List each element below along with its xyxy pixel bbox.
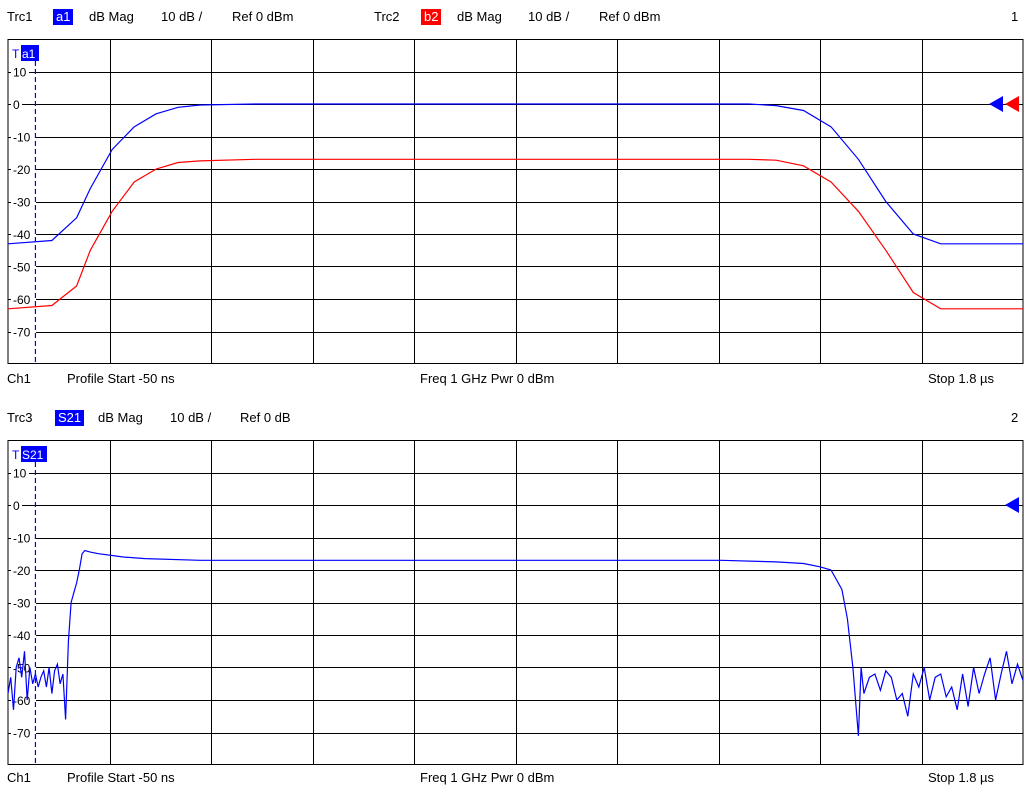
diagram2-ref-arrow-trc3[interactable] bbox=[1005, 497, 1019, 513]
diagram1-series-trc1 bbox=[7, 103, 1023, 245]
trace1-name[interactable]: Trc1 bbox=[7, 9, 33, 24]
diagram2-ytick-bg bbox=[11, 498, 22, 511]
diagram1-ytick-bg bbox=[11, 162, 36, 175]
diagram1-ytick-label: -50 bbox=[13, 261, 31, 275]
diagram2-ytick-label: -10 bbox=[13, 532, 31, 546]
diagram1-ytick-label: -40 bbox=[13, 228, 31, 242]
diagram1-ytick-label: 0 bbox=[13, 98, 20, 112]
diagram2-ytick-bg bbox=[11, 693, 36, 706]
diagram2-start[interactable]: Profile Start -50 ns bbox=[67, 770, 175, 785]
trace2-scale[interactable]: 10 dB / bbox=[528, 9, 570, 24]
trace3-tag[interactable]: S21 bbox=[55, 410, 85, 426]
trace3-scale[interactable]: 10 dB / bbox=[170, 410, 212, 425]
diagram1-ytick-bg bbox=[11, 227, 36, 240]
diagram2-ytick-bg bbox=[11, 725, 36, 739]
diagram2-ytick-bg bbox=[11, 563, 36, 576]
diagram2-number: 2 bbox=[1011, 410, 1019, 425]
diagram1-ytick-bg bbox=[11, 129, 36, 143]
diagram1-ytick-bg bbox=[11, 97, 22, 110]
trace3-ref[interactable]: Ref 0 dB bbox=[240, 410, 291, 425]
diagram2-ytick-label: -20 bbox=[13, 564, 31, 578]
trace1-scale[interactable]: 10 dB / bbox=[161, 9, 203, 24]
diagram2-ytick-bg bbox=[11, 530, 36, 544]
trace2-tag[interactable]: b2 bbox=[421, 9, 442, 25]
trace2-ref[interactable]: Ref 0 dBm bbox=[599, 9, 661, 24]
diagram2-series-trc3 bbox=[7, 549, 1024, 736]
diagram1-ref-arrow-trc2[interactable] bbox=[1005, 96, 1019, 112]
diagram1-ytick-bg bbox=[11, 259, 36, 273]
trace2-name[interactable]: Trc2 bbox=[374, 9, 400, 24]
diagram1-header: Trc1 a1 dB Mag 10 dB / Ref 0 dBm Trc2 b2… bbox=[0, 7, 1024, 27]
trace2-format[interactable]: dB Mag bbox=[457, 9, 502, 24]
diagram2-frame bbox=[7, 440, 1024, 765]
diagram2-footer: Ch1 Profile Start -50 ns Freq 1 GHz Pwr … bbox=[0, 768, 1024, 788]
diagram2-ytick-label: -60 bbox=[13, 694, 31, 708]
diagram1-ytick-label: -60 bbox=[13, 293, 31, 307]
diagram1-marker-tag: a1 bbox=[22, 47, 36, 61]
diagram1-center[interactable]: Freq 1 GHz Pwr 0 dBm bbox=[420, 371, 555, 386]
trace1-tag[interactable]: a1 bbox=[53, 9, 74, 25]
diagram2-marker-tag-bg[interactable] bbox=[21, 446, 47, 462]
diagram1-ytick-label: -70 bbox=[13, 326, 31, 340]
diagram2-ytick-label: -30 bbox=[13, 597, 31, 611]
diagram2-center[interactable]: Freq 1 GHz Pwr 0 dBm bbox=[420, 770, 555, 785]
trace1-ref[interactable]: Ref 0 dBm bbox=[232, 9, 294, 24]
diagram2-ytick-bg bbox=[11, 628, 36, 641]
diagram1-series-trc2 bbox=[7, 158, 1023, 310]
diagram2-stop[interactable]: Stop 1.8 µs bbox=[928, 770, 995, 785]
diagram2-ytick-bg bbox=[11, 465, 29, 479]
trace1-format[interactable]: dB Mag bbox=[89, 9, 134, 24]
trace3-name[interactable]: Trc3 bbox=[7, 410, 33, 425]
diagram2-ytick-bg bbox=[11, 595, 36, 609]
diagram1-number: 1 bbox=[1011, 9, 1019, 24]
diagram1-ytick-bg bbox=[11, 324, 36, 338]
trace3-format[interactable]: dB Mag bbox=[98, 410, 143, 425]
diagram1-channel[interactable]: Ch1 bbox=[7, 371, 31, 386]
diagram1-stop[interactable]: Stop 1.8 µs bbox=[928, 371, 995, 386]
diagram1-ref-arrow-trc1[interactable] bbox=[989, 96, 1003, 112]
diagram1-start[interactable]: Profile Start -50 ns bbox=[67, 371, 175, 386]
diagram1-ytick-bg bbox=[11, 194, 36, 208]
diagram1-plot-area[interactable]: 10 0 -10 -20 -30 -40 -50 -60 -70 T a1 bbox=[0, 39, 1024, 364]
diagram2-header: Trc3 S21 dB Mag 10 dB / Ref 0 dB 2 bbox=[0, 408, 1024, 428]
diagram1-ytick-label: -20 bbox=[13, 163, 31, 177]
diagram1-ytick-label: 10 bbox=[13, 66, 27, 80]
diagram1-marker-t: T bbox=[12, 47, 20, 61]
diagram1-ytick-bg bbox=[11, 64, 29, 78]
diagram2-ytick-label: 0 bbox=[13, 499, 20, 513]
diagram1-ytick-bg bbox=[11, 292, 36, 305]
diagram2-marker-t: T bbox=[12, 448, 20, 462]
diagram1-frame bbox=[7, 39, 1024, 364]
diagram2-ytick-label: -40 bbox=[13, 629, 31, 643]
diagram2-ytick-label: 10 bbox=[13, 467, 27, 481]
diagram1-marker-tag-bg[interactable] bbox=[21, 45, 39, 61]
diagram1-ytick-label: -30 bbox=[13, 196, 31, 210]
diagram1-ytick-label: -10 bbox=[13, 131, 31, 145]
diagram1-footer: Ch1 Profile Start -50 ns Freq 1 GHz Pwr … bbox=[0, 369, 1024, 389]
diagram2-ytick-label: -70 bbox=[13, 727, 31, 741]
diagram2-channel[interactable]: Ch1 bbox=[7, 770, 31, 785]
diagram2-plot-area[interactable]: 100-10-20-30-40-50-60-70T S21 bbox=[0, 440, 1024, 765]
diagram2-marker-tag: S21 bbox=[22, 448, 44, 462]
